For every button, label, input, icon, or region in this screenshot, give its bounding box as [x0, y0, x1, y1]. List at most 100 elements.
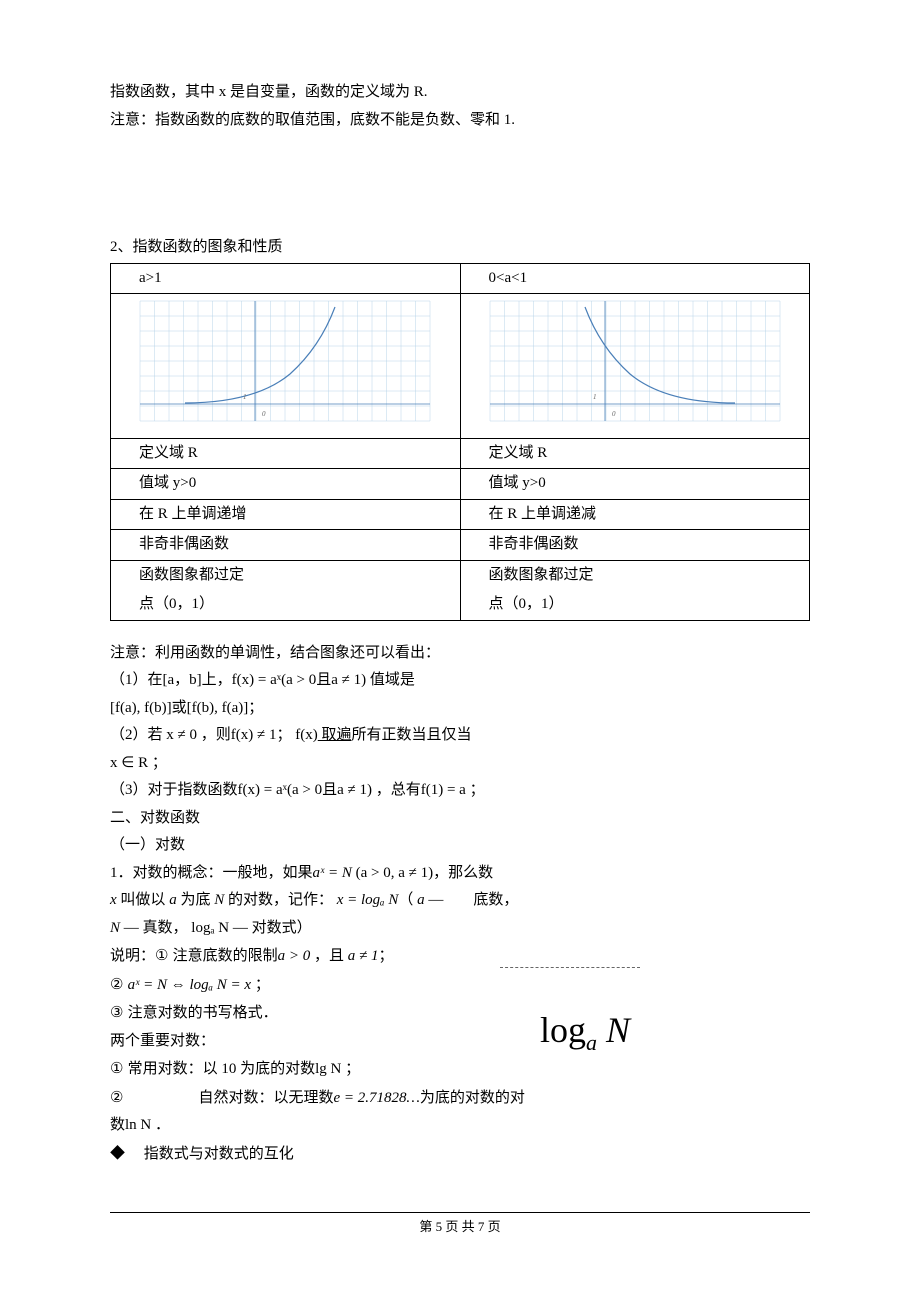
- text: — 底数，: [425, 892, 519, 908]
- svg-text:1: 1: [243, 393, 247, 401]
- table-graph-row: 1 0 1 0: [111, 294, 810, 439]
- log-subscript: a: [586, 1030, 597, 1055]
- note-3: （3）对于指数函数f(x) = aˣ(a > 0且a ≠ 1) ，总有f(1) …: [110, 778, 810, 804]
- math-var: a: [417, 892, 425, 908]
- circled-2-icon: ②: [110, 1089, 123, 1106]
- circled-1-icon: ①: [110, 1060, 128, 1077]
- note-1-line1: （1）在[a，b]上，f(x) = aˣ(a > 0且a ≠ 1) 值域是: [110, 668, 810, 694]
- text: 1．对数的概念：一般地，如果: [110, 865, 313, 881]
- table-row: 非奇非偶函数 非奇非偶函数: [111, 530, 810, 561]
- text: ．: [151, 1117, 170, 1133]
- text: — 对数式）: [229, 920, 312, 936]
- math-expr: logₐ N: [191, 920, 229, 936]
- text: 注意底数的限制: [173, 948, 278, 964]
- table-cell: 定义域 R: [460, 438, 810, 469]
- bullet-line: ◆ 指数式与对数式的互化: [110, 1141, 810, 1168]
- intro-line-1: 指数函数，其中 x 是自变量，函数的定义域为 R.: [110, 80, 810, 106]
- table-cell: 函数图象都过定: [460, 560, 810, 590]
- text: （2）若: [110, 727, 166, 743]
- log-title-1: 二、对数函数: [110, 806, 810, 832]
- page-footer: 第 5 页 共 7 页: [110, 1212, 810, 1238]
- text: （3）对于指数函数: [110, 782, 238, 798]
- text: ；: [251, 977, 270, 993]
- big-log-notation: loga N: [540, 1000, 630, 1062]
- table-cell: 非奇非偶函数: [460, 530, 810, 561]
- log-argument: N: [597, 1010, 630, 1050]
- math-expr: lg N: [315, 1061, 341, 1077]
- table-cell: 值域 y>0: [111, 469, 461, 500]
- text: ，总有: [372, 782, 421, 798]
- svg-text:0: 0: [612, 410, 616, 418]
- math-expr: x = logₐ N: [337, 892, 399, 908]
- log-s3: ③ 注意对数的书写格式． loga N: [110, 1000, 810, 1027]
- graph-cell-increasing: 1 0: [111, 294, 461, 439]
- log-s2: ② aˣ = N ⇔ logₐ N = x ；: [110, 972, 810, 999]
- text: ，那么数: [433, 865, 493, 881]
- text: 为底: [177, 892, 215, 908]
- graph-decreasing: 1 0: [485, 299, 785, 423]
- math-expr: f(x): [295, 727, 318, 743]
- circled-3-icon: ③: [110, 1004, 128, 1021]
- text: 说明：: [110, 948, 155, 964]
- properties-table: a>1 0<a<1 1 0: [110, 263, 810, 621]
- text: 数: [110, 1117, 125, 1133]
- log-p2: x 叫做以 a 为底 N 的对数，记作： x = logₐ N（ a — 底数，: [110, 888, 810, 914]
- math-expr: aˣ = N ⇔ logₐ N = x: [128, 977, 251, 993]
- text: ；: [276, 727, 295, 743]
- text: 的对数，记作：: [224, 892, 337, 908]
- header-cell-right: 0<a<1: [460, 263, 810, 294]
- text: （1）在[a，b]上，: [110, 672, 232, 688]
- text: ；: [248, 700, 263, 716]
- text: ；: [341, 1061, 360, 1077]
- text: 值域是: [366, 672, 415, 688]
- log-p3: N — 真数， logₐ N — 对数式）: [110, 916, 810, 942]
- svg-text:1: 1: [593, 393, 597, 401]
- text: ，则: [197, 727, 231, 743]
- text: ；: [466, 782, 485, 798]
- math-expr: a > 0: [278, 948, 311, 964]
- log-text: log: [540, 1010, 586, 1050]
- note-2-line1: （2）若 x ≠ 0 ，则f(x) ≠ 1； f(x) 取遍所有正数当且仅当: [110, 723, 810, 749]
- math-var: a: [169, 892, 177, 908]
- text: ，且: [310, 948, 348, 964]
- dashed-line: [500, 967, 640, 968]
- page-number: 第 5 页 共 7 页: [419, 1219, 500, 1234]
- text: 叫做以: [117, 892, 170, 908]
- table-header-row: a>1 0<a<1: [111, 263, 810, 294]
- table-cell: 非奇非偶函数: [111, 530, 461, 561]
- math-expr: f(x) = aˣ(a > 0且a ≠ 1): [238, 782, 372, 798]
- math-expr: f(x) ≠ 1: [231, 727, 277, 743]
- table-row: 定义域 R 定义域 R: [111, 438, 810, 469]
- table-cell: 在 R 上单调递减: [460, 499, 810, 530]
- table-row: 点（0，1） 点（0，1）: [111, 590, 810, 620]
- graph-increasing: 1 0: [135, 299, 435, 423]
- text: 注意对数的书写格式．: [128, 1005, 278, 1021]
- table-row: 函数图象都过定 函数图象都过定: [111, 560, 810, 590]
- log-l2-line2: 数ln N ．: [110, 1113, 810, 1139]
- math-expr: ln N: [125, 1117, 151, 1133]
- table-cell: 值域 y>0: [460, 469, 810, 500]
- log-title-2: （一）对数: [110, 833, 810, 859]
- graph-cell-decreasing: 1 0: [460, 294, 810, 439]
- increasing-curve-svg: 1 0: [135, 299, 435, 423]
- text: — 真数，: [120, 920, 191, 936]
- math-var: N: [214, 892, 224, 908]
- two-logs-title: 两个重要对数：: [110, 1029, 810, 1055]
- text: 所有正数当且仅当: [352, 727, 472, 743]
- text: ◆ 指数式与对数式的互化: [110, 1146, 294, 1162]
- table-row: 在 R 上单调递增 在 R 上单调递减: [111, 499, 810, 530]
- underlined-text: 取遍: [318, 727, 352, 743]
- text: ；: [148, 755, 167, 771]
- table-cell: 在 R 上单调递增: [111, 499, 461, 530]
- text: ；: [379, 948, 394, 964]
- math-expr: a ≠ 1: [348, 948, 379, 964]
- text: 为底的对数的对: [420, 1090, 525, 1106]
- math-expr: (a > 0, a ≠ 1): [352, 865, 433, 881]
- math-expr: aˣ = N: [313, 865, 352, 881]
- table-cell: 定义域 R: [111, 438, 461, 469]
- text: （: [398, 892, 417, 908]
- text: 自然对数：以无理数: [123, 1090, 333, 1106]
- table-cell: 函数图象都过定: [111, 560, 461, 590]
- math-expr: e = 2.71828…: [333, 1090, 419, 1106]
- table-row: 值域 y>0 值域 y>0: [111, 469, 810, 500]
